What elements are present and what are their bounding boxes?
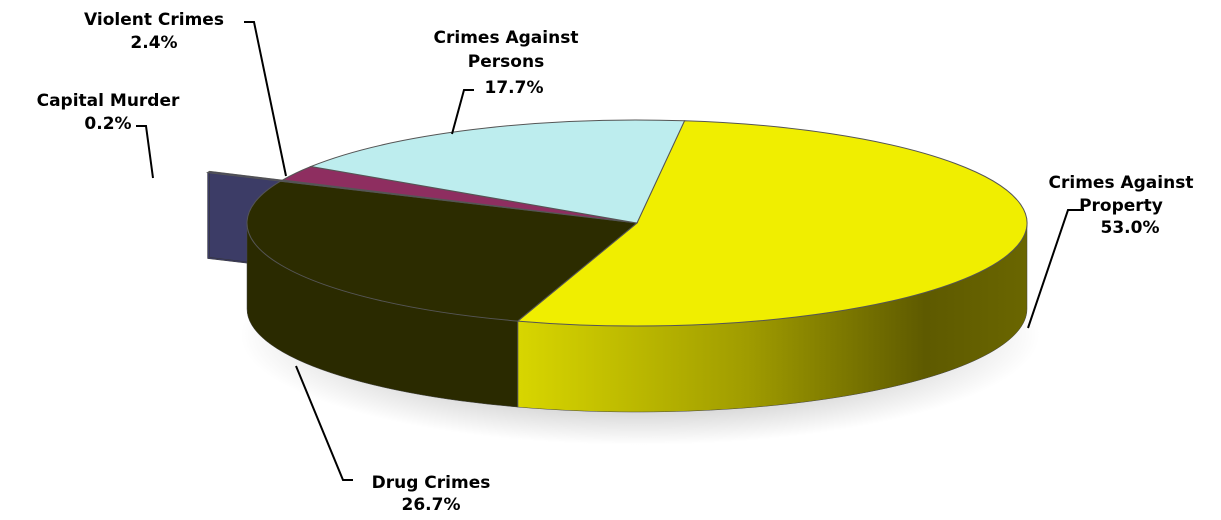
slice-value-label: 53.0% [1101,218,1160,238]
leader-line [1027,209,1084,329]
leader-line [295,365,353,481]
pie-slice-top [246,180,639,322]
slice-value-label: 0.2% [84,114,131,134]
leader-lines [136,21,1084,481]
leader-line [244,21,287,177]
slice-label-group-drug: Drug Crimes 26.7% [372,473,491,515]
leader-line [451,89,474,135]
pie-tops [206,119,1028,408]
slice-label-group-violent: Violent Crimes 2.4% [84,10,224,53]
slice-label-group-property: Crimes Against Property 53.0% [1049,173,1194,238]
slice-label: Property [1079,196,1163,216]
slice-label: Persons [468,52,544,72]
slice-label: Crimes Against [1049,173,1194,193]
slice-value-label: 26.7% [402,495,461,515]
slice-label-group-capital: Capital Murder 0.2% [37,91,180,134]
pie-slice-top [516,120,1028,327]
slice-label: Capital Murder [37,91,180,111]
slice-value-label: 2.4% [130,33,177,53]
slice-label-group-persons: Crimes Against Persons 17.7% [434,28,579,98]
leader-line [136,125,154,179]
slice-label: Crimes Against [434,28,579,48]
pie-slice-top [309,119,686,224]
slice-value-label: 17.7% [485,78,544,98]
slice-label: Drug Crimes [372,473,491,493]
slice-label: Violent Crimes [84,10,224,30]
